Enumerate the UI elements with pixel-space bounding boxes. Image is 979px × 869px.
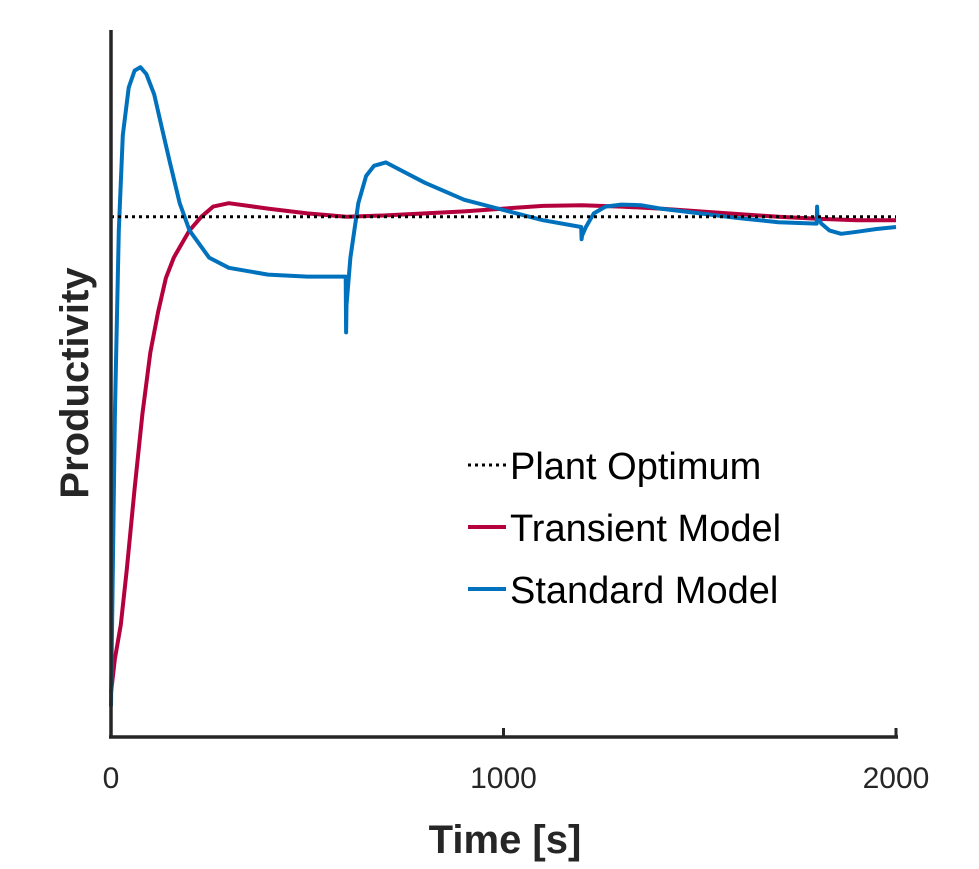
series-line-transient-model — [109, 201, 896, 694]
x-tick-label: 0 — [103, 762, 120, 795]
x-axis-title: Time [s] — [429, 818, 582, 862]
legend: Plant Optimum Transient Model Standard Mod… — [468, 446, 781, 612]
y-axis-title: Productivity — [53, 267, 97, 499]
x-ticks: 0 1000 2000 — [103, 728, 930, 795]
legend-label: Transient Model — [510, 508, 781, 550]
legend-label: Plant Optimum — [510, 446, 761, 488]
series-line-standard-model — [109, 65, 897, 707]
legend-label: Standard Model — [510, 570, 778, 612]
series-layer — [109, 65, 897, 707]
x-tick-label: 1000 — [470, 762, 537, 795]
x-tick-label: 2000 — [863, 762, 930, 795]
